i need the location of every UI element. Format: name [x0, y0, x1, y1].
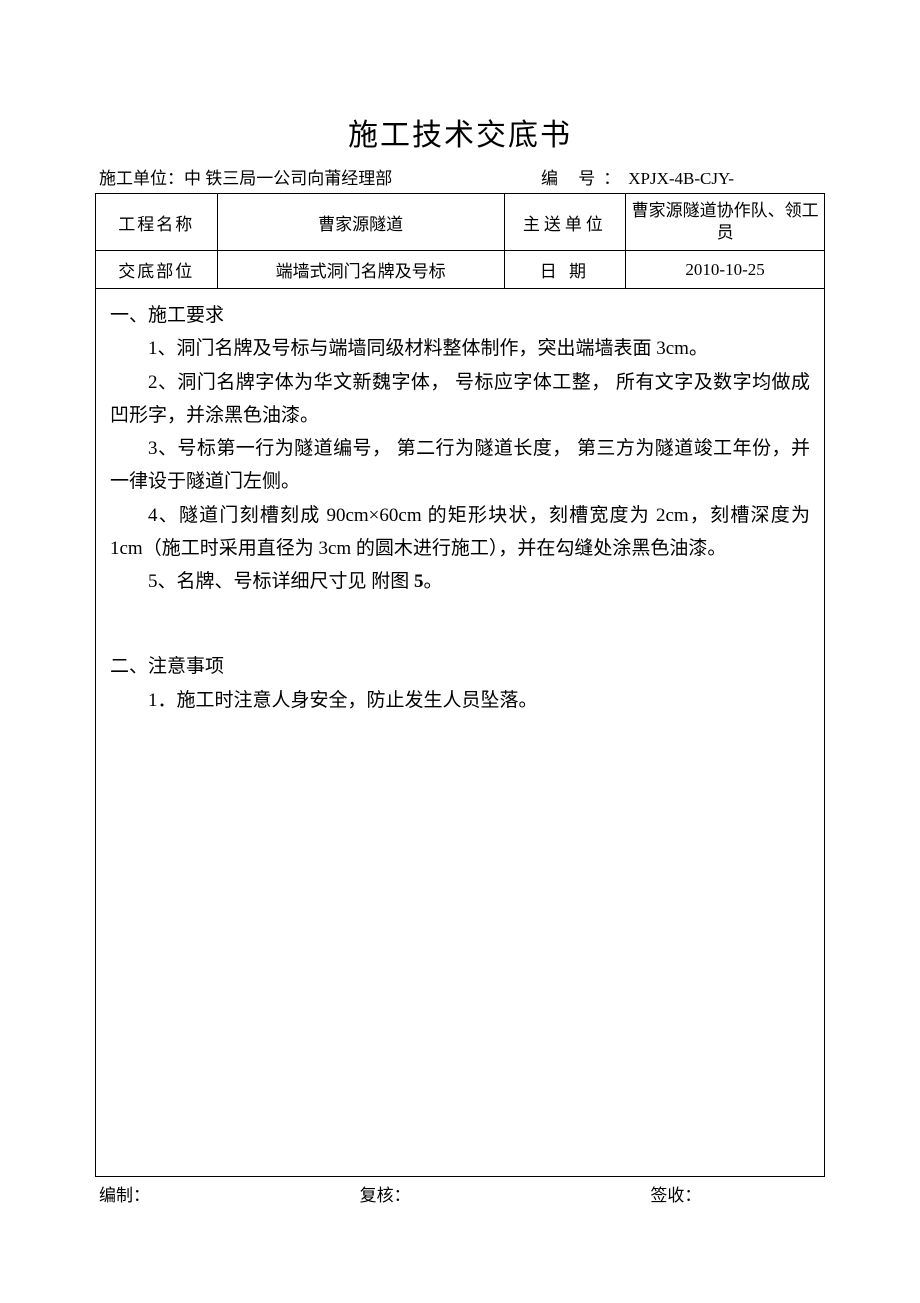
section-value: 端墙式洞门名牌及号标 — [217, 251, 504, 289]
p5-prefix: 5、名牌、号标详细尺寸见 附图 — [148, 571, 414, 592]
code-label: 编 号： — [541, 169, 628, 188]
paragraph-4: 4、隧道门刻槽刻成 90cm×60cm 的矩形块状，刻槽宽度为 2cm，刻槽深度… — [110, 499, 810, 566]
paragraph-5: 5、名牌、号标详细尺寸见 附图 5。 — [110, 565, 810, 598]
recipient-value: 曹家源隧道协作队、领工员 — [626, 194, 825, 251]
construction-unit: 施工单位：中 铁三局一公司向莆经理部 — [99, 164, 541, 189]
date-value: 2010-10-25 — [626, 251, 825, 289]
unit-value: 中 铁三局一公司向莆经理部 — [184, 169, 392, 188]
footer-review: 复核： — [270, 1181, 531, 1206]
project-name-value: 曹家源隧道 — [217, 194, 504, 251]
footer-compile: 编制： — [99, 1181, 270, 1206]
project-name-label: 工程名称 — [96, 194, 218, 251]
section-label: 交底部位 — [96, 251, 218, 289]
main-content: 一、施工要求 1、洞门名牌及号标与端墙同级材料整体制作，突出端墙表面 3cm。 … — [95, 289, 825, 1177]
table-row: 工程名称 曹家源隧道 主送单位 曹家源隧道协作队、领工员 — [96, 194, 825, 251]
document-code: 编 号：XPJX-4B-CJY- — [541, 164, 821, 189]
section1-title: 一、施工要求 — [110, 299, 810, 332]
footer-sign: 签收： — [530, 1181, 821, 1206]
unit-label: 施工单位： — [99, 169, 184, 188]
p5-suffix: 。 — [424, 571, 443, 592]
date-label: 日 期 — [504, 251, 626, 289]
code-value: XPJX-4B-CJY- — [628, 169, 734, 188]
paragraph-3: 3、号标第一行为隧道编号， 第二行为隧道长度， 第三方为隧道竣工年份，并一律设于… — [110, 432, 810, 499]
footer-row: 编制： 复核： 签收： — [95, 1177, 825, 1206]
table-row: 交底部位 端墙式洞门名牌及号标 日 期 2010-10-25 — [96, 251, 825, 289]
section2-title: 二、注意事项 — [110, 650, 810, 683]
recipient-label: 主送单位 — [504, 194, 626, 251]
paragraph-1: 1、洞门名牌及号标与端墙同级材料整体制作，突出端墙表面 3cm。 — [110, 332, 810, 365]
header-row: 施工单位：中 铁三局一公司向莆经理部 编 号：XPJX-4B-CJY- — [95, 164, 825, 189]
paragraph-6: 1．施工时注意人身安全，防止发生人员坠落。 — [110, 684, 810, 717]
paragraph-2: 2、洞门名牌字体为华文新魏字体， 号标应字体工整， 所有文字及数字均做成凹形字，… — [110, 366, 810, 433]
document-title: 施工技术交底书 — [95, 110, 825, 154]
info-table: 工程名称 曹家源隧道 主送单位 曹家源隧道协作队、领工员 交底部位 端墙式洞门名… — [95, 193, 825, 289]
p5-bold: 5 — [414, 571, 424, 592]
